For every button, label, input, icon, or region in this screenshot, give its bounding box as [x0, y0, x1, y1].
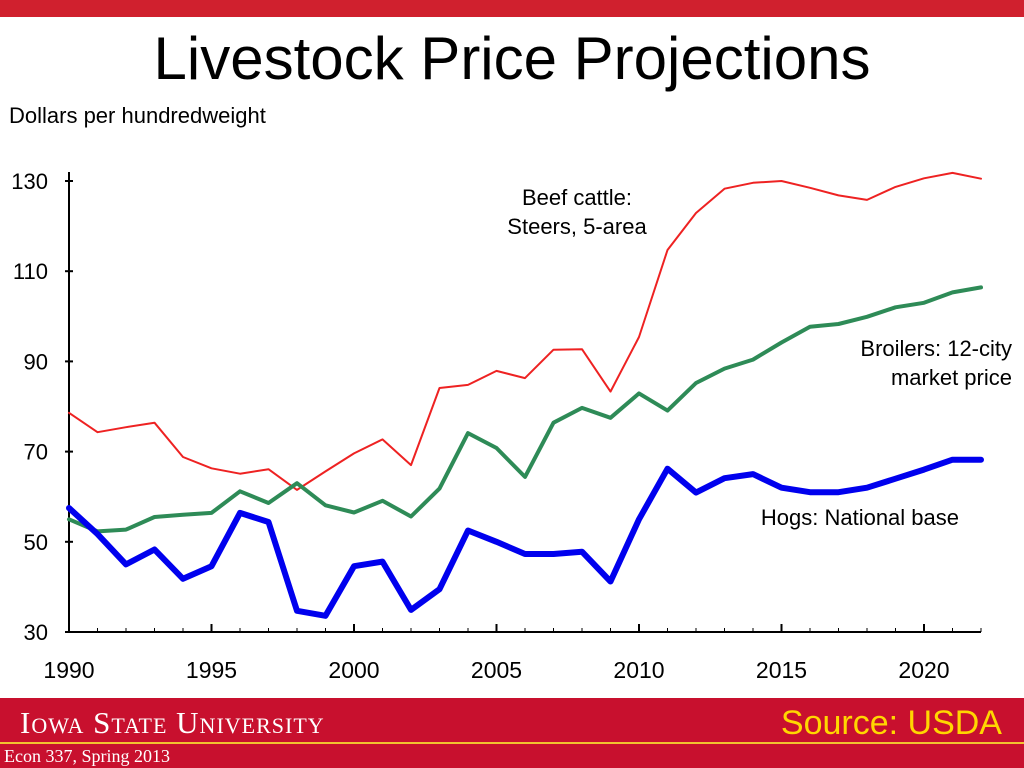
university-name: Iowa State University	[20, 705, 325, 740]
x-tick-label: 2005	[471, 657, 522, 683]
hogs-label-line: Hogs: National base	[761, 505, 959, 530]
hogs-line	[66, 456, 984, 619]
x-tick-label: 2000	[328, 657, 379, 683]
beef-cattle-line	[68, 171, 982, 491]
y-axis-unit-label: Dollars per hundredweight	[9, 103, 266, 128]
x-tick-label: 1990	[43, 657, 94, 683]
broilers-label-line: market price	[891, 365, 1012, 390]
top-accent-bar	[0, 0, 1024, 17]
y-tick-label: 30	[24, 620, 48, 645]
slide-title: Livestock Price Projections	[153, 25, 871, 92]
broilers-label: Broilers: 12-city market price	[860, 336, 1012, 390]
y-tick-label: 90	[24, 349, 48, 374]
beef-cattle-label-line: Steers, 5-area	[507, 214, 647, 239]
livestock-price-chart: 30 50 70 90 110 130 1990 1995 2000 2005 2010 2015 20…	[11, 169, 1012, 683]
beef-cattle-label: Beef cattle: Steers, 5-area	[507, 185, 647, 239]
footer-accent-rule	[0, 742, 1024, 744]
y-tick-label: 50	[24, 530, 48, 555]
course-label: Econ 337, Spring 2013	[4, 746, 170, 766]
beef-cattle-label-line: Beef cattle:	[522, 185, 632, 210]
x-tick-label: 1995	[186, 657, 237, 683]
x-tick-label: 2020	[898, 657, 949, 683]
broilers-line	[67, 285, 983, 534]
broilers-label-line: Broilers: 12-city	[860, 336, 1012, 361]
x-tick-label: 2010	[613, 657, 664, 683]
y-tick-label: 70	[24, 440, 48, 465]
footer-bar	[0, 698, 1024, 768]
hogs-label: Hogs: National base	[761, 505, 959, 530]
source-label: Source: USDA	[780, 704, 1002, 742]
y-tick-label: 130	[11, 169, 48, 194]
y-tick-label: 110	[13, 259, 48, 284]
x-tick-label: 2015	[756, 657, 807, 683]
